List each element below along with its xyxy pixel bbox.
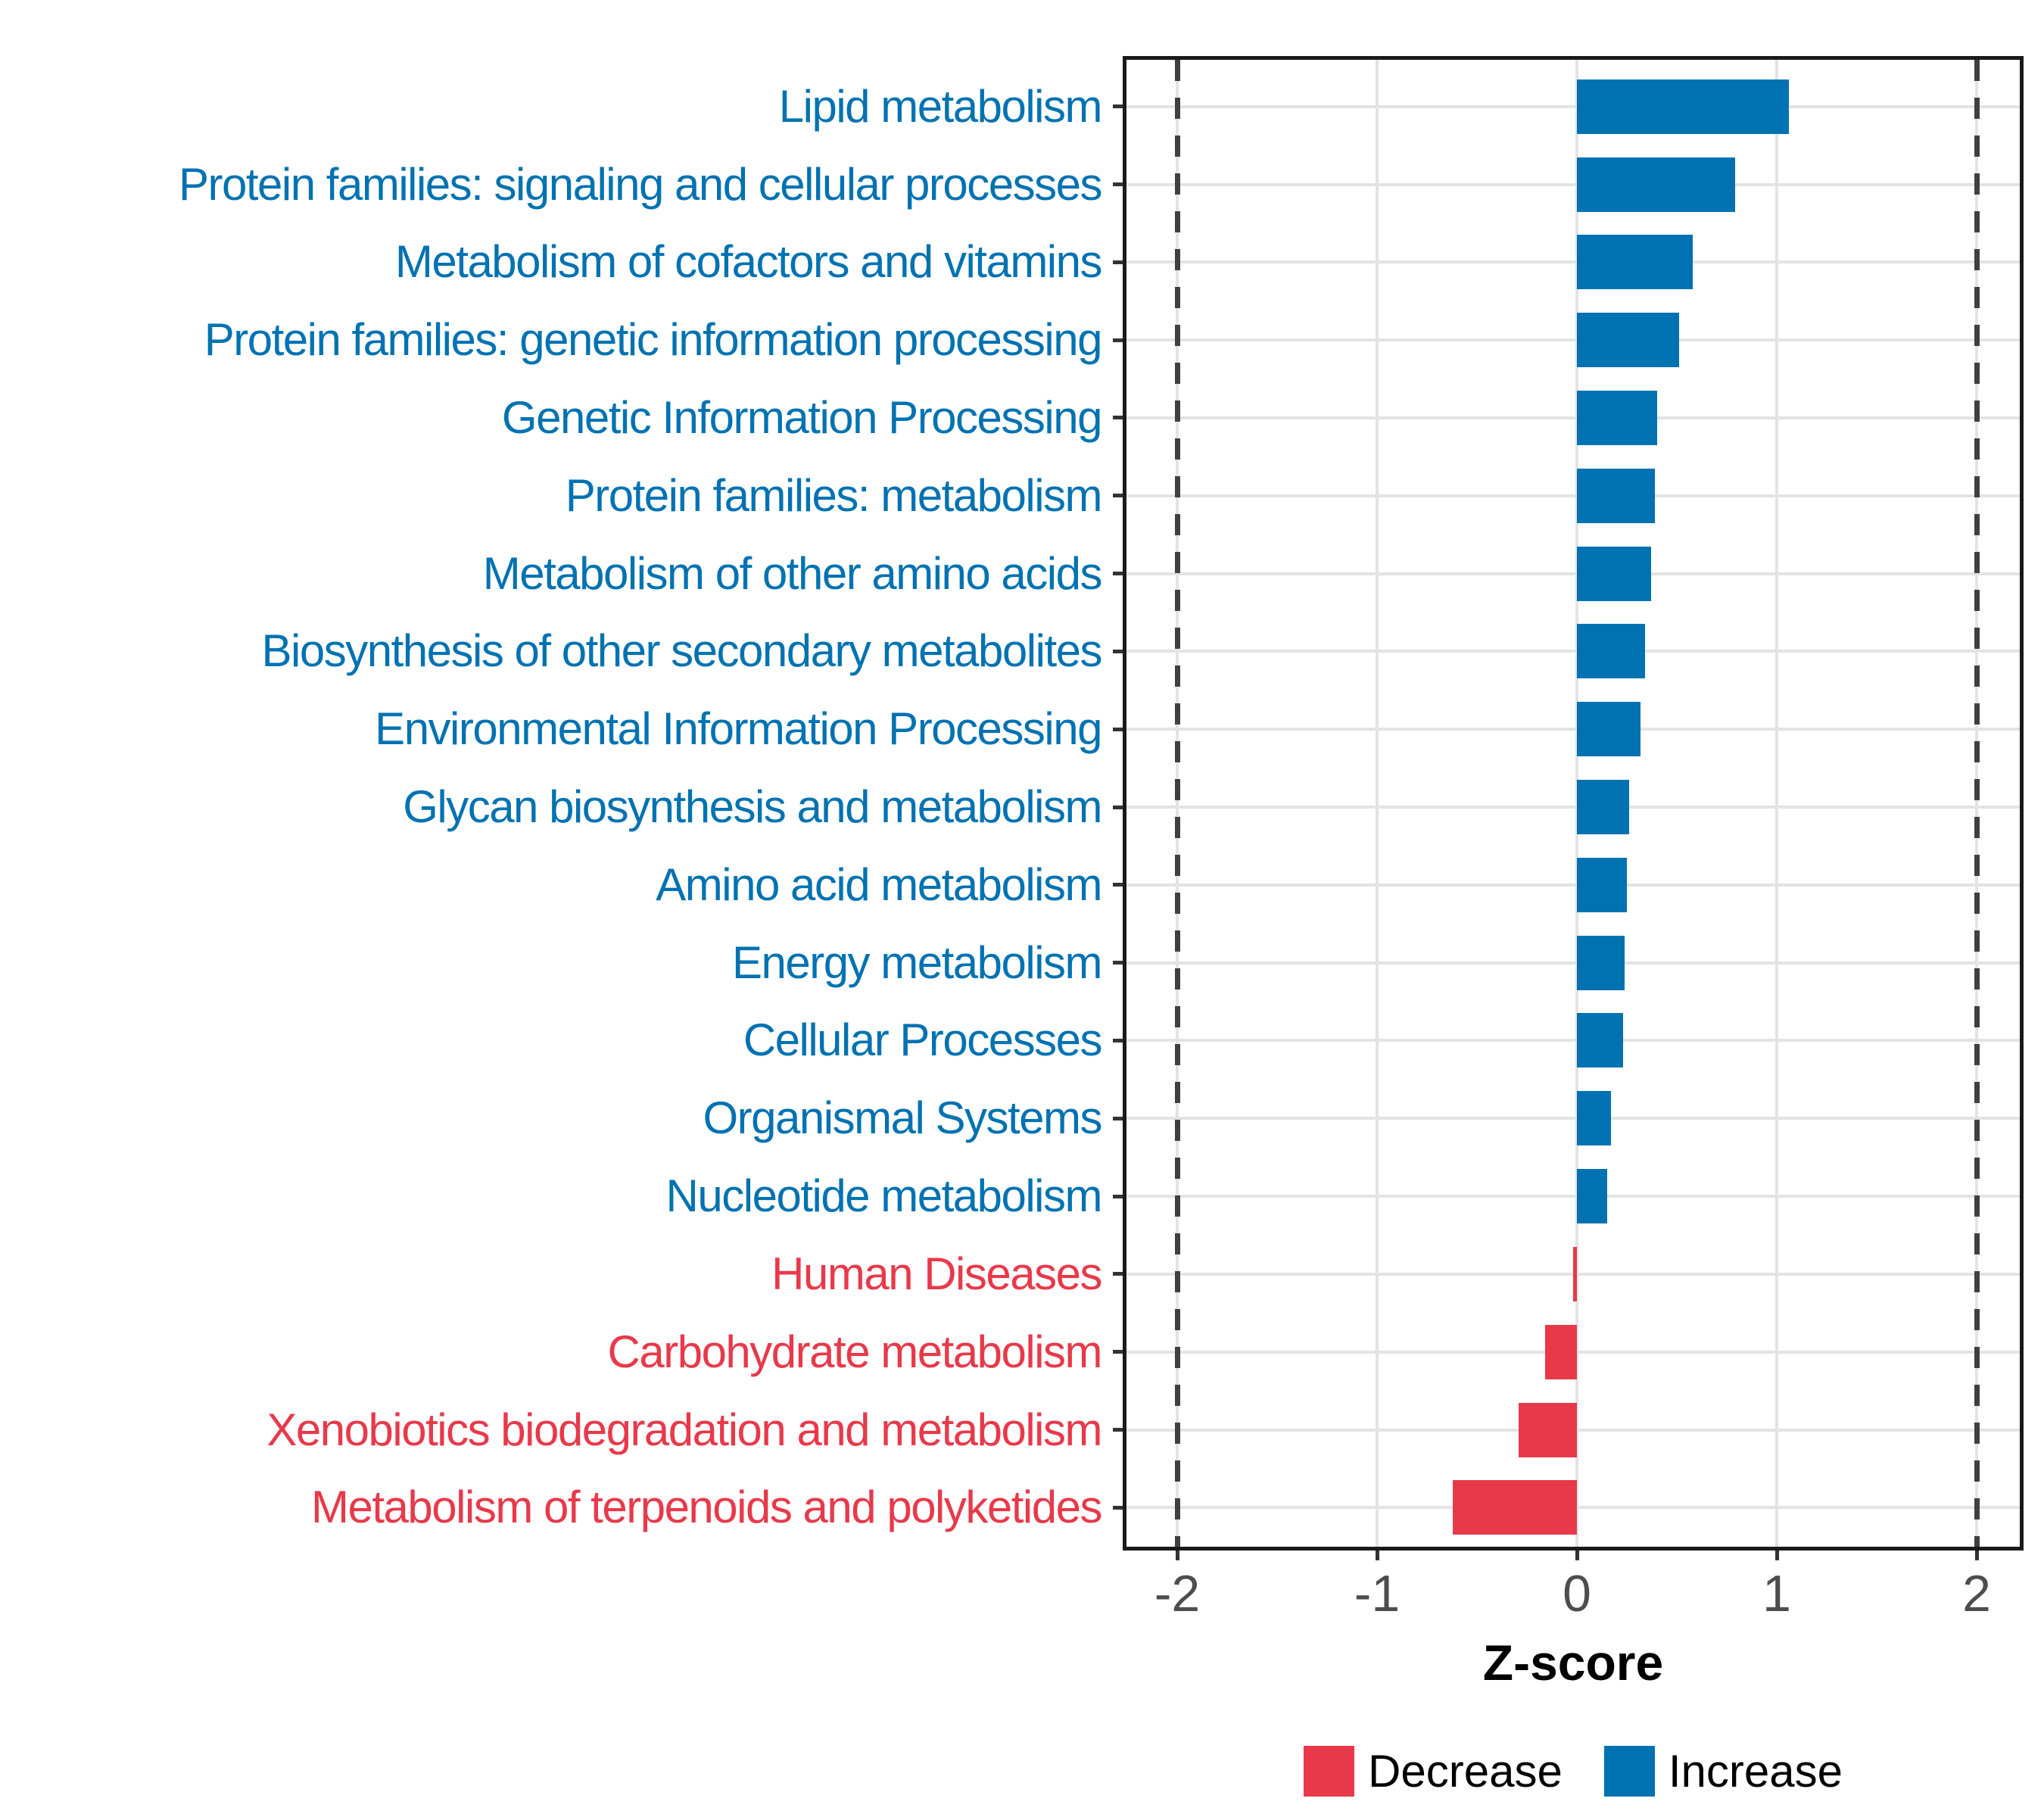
category-label: Biosynthesis of other secondary metaboli… [261,625,1103,677]
x-axis-tick--2 [1176,1551,1179,1560]
legend-label-decrease: Decrease [1368,1746,1563,1797]
bar-increase [1577,857,1627,912]
gridline-row-6 [1126,572,2020,575]
category-label: Glycan biosynthesis and metabolism [403,781,1102,832]
increase-swatch [1603,1746,1655,1797]
gridline-row-14 [1126,1195,2020,1198]
y-axis-tick-2 [1113,260,1123,264]
y-axis-tick-8 [1113,727,1123,731]
bar-increase [1577,546,1651,601]
plot-panel [1123,56,2024,1551]
dashed-reference-line--2 [1174,60,1180,1547]
gridline-row-1 [1126,182,2020,186]
legend-item-increase: Increase [1603,1746,1843,1797]
bar-increase [1577,390,1657,445]
bar-increase [1577,624,1645,679]
x-axis-tick-1 [1775,1551,1779,1560]
y-axis-tick-10 [1113,883,1123,887]
bar-increase [1577,235,1693,290]
gridline-row-9 [1126,806,2020,809]
legend-label-increase: Increase [1668,1746,1843,1797]
category-label: Cellular Processes [743,1014,1103,1066]
gridline-row-10 [1126,883,2020,887]
dashed-reference-line-2 [1974,60,1980,1547]
gridline-row-0 [1126,104,2020,108]
y-axis-tick-4 [1113,416,1123,420]
gridline-x--1 [1376,60,1379,1547]
bar-increase [1577,780,1629,834]
x-axis-tick-0 [1575,1551,1579,1560]
category-label: Energy metabolism [731,937,1103,988]
y-axis-tick-9 [1113,805,1123,809]
legend-item-decrease: Decrease [1304,1746,1563,1797]
y-axis-tick-15 [1113,1272,1123,1276]
bar-increase [1577,1091,1611,1146]
x-tick-label--2: -2 [1154,1565,1201,1622]
bar-increase [1577,79,1789,134]
category-label: Nucleotide metabolism [665,1170,1103,1222]
bar-increase [1577,702,1641,757]
gridline-row-2 [1126,260,2020,264]
category-label: Carbohydrate metabolism [607,1326,1103,1377]
bar-increase [1577,313,1679,368]
y-axis-tick-14 [1113,1194,1123,1198]
y-axis-tick-17 [1113,1428,1123,1432]
gridline-row-5 [1126,494,2020,497]
category-label: Genetic Information Processing [501,391,1103,443]
x-axis-tick--1 [1376,1551,1379,1560]
bar-decrease [1572,1246,1577,1301]
y-axis-tick-3 [1113,338,1123,342]
x-axis-tick-2 [1975,1551,1979,1560]
category-label: Metabolism of cofactors and vitamins [394,236,1103,288]
x-tick-label-2: 2 [1962,1565,1991,1622]
x-tick-label-0: 0 [1563,1565,1591,1622]
bar-increase [1577,157,1735,212]
y-axis-tick-18 [1113,1505,1123,1510]
bar-increase [1577,468,1655,523]
y-axis-tick-12 [1113,1038,1123,1043]
bar-increase [1577,935,1625,990]
x-axis-title: Z-score [1482,1635,1664,1691]
bar-decrease [1544,1324,1577,1379]
y-axis-tick-5 [1113,494,1123,498]
category-label: Metabolism of terpenoids and polyketides [311,1482,1102,1533]
category-label: Protein families: signaling and cellular… [179,158,1102,210]
y-axis-tick-6 [1113,572,1123,576]
y-axis-tick-11 [1113,961,1123,965]
x-tick-label--1: -1 [1354,1565,1401,1622]
decrease-swatch [1304,1746,1355,1797]
category-label: Xenobiotics biodegradation and metabolis… [266,1404,1102,1455]
bar-decrease [1519,1402,1577,1457]
category-label: Organismal Systems [703,1092,1103,1144]
gridline-row-7 [1126,650,2020,653]
y-axis-tick-0 [1113,104,1123,109]
legend: Decrease Increase [1123,1746,2024,1797]
y-axis-tick-13 [1113,1116,1123,1120]
gridline-row-11 [1126,961,2020,965]
y-axis-tick-16 [1113,1350,1123,1354]
category-label: Protein families: genetic information pr… [204,314,1103,366]
category-label: Protein families: metabolism [565,469,1103,521]
category-label: Amino acid metabolism [656,859,1102,910]
category-label: Environmental Information Processing [375,703,1102,755]
gridline-row-4 [1126,416,2020,419]
gridline-x-1 [1775,60,1778,1547]
category-label: Metabolism of other amino acids [482,547,1103,599]
bar-decrease [1453,1480,1577,1535]
gridline-row-3 [1126,338,2020,342]
gridline-row-8 [1126,728,2020,731]
category-label: Lipid metabolism [778,80,1103,132]
bar-increase [1577,1013,1623,1068]
x-tick-label-1: 1 [1762,1565,1791,1622]
y-axis-tick-1 [1113,182,1123,186]
gridline-row-12 [1126,1039,2020,1043]
gridline-row-13 [1126,1117,2020,1120]
category-label: Human Diseases [771,1248,1102,1299]
y-axis-tick-7 [1113,649,1123,653]
bar-increase [1577,1169,1607,1224]
